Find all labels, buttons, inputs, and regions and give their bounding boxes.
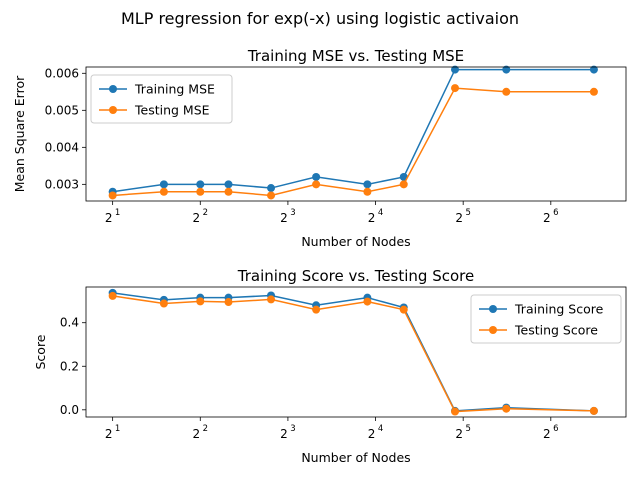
figure-suptitle: MLP regression for exp(-x) using logisti… [121,9,519,28]
data-point [502,87,511,96]
legend-label: Testing Score [514,323,598,338]
x-tick-label: 2 [105,427,113,441]
x-tick-exponent: 2 [203,208,208,218]
data-point [196,180,205,189]
x-tick-exponent: 2 [203,424,208,434]
legend-label: Training MSE [134,82,215,97]
data-point [502,65,511,74]
y-tick-label: 0.006 [45,66,79,80]
y-tick-label: 0.4 [60,316,79,330]
x-axis-label: Number of Nodes [301,234,410,249]
data-point [108,291,117,300]
x-tick-label: 2 [280,211,288,225]
data-point [224,180,233,189]
y-tick-label: 0.0 [60,403,79,417]
x-tick-exponent: 1 [115,424,120,434]
y-tick-label: 0.003 [45,177,79,191]
x-tick-label: 2 [192,211,200,225]
x-tick-exponent: 4 [378,424,383,434]
data-point [363,180,372,189]
legend-box [470,294,622,344]
data-point [589,87,598,96]
y-tick-label: 0.2 [60,359,79,373]
chart-title: Training MSE vs. Testing MSE [247,47,464,65]
data-point [502,404,511,413]
legend-label: Testing MSE [134,103,210,118]
y-axis-label: Score [33,334,48,369]
data-point [196,187,205,196]
y-axis-label: Mean Square Error [12,75,27,192]
x-tick-label: 2 [543,211,551,225]
x-tick-exponent: 6 [553,424,558,434]
legend-marker [109,106,117,114]
data-point [589,406,598,415]
legend-label: Training Score [514,302,604,317]
legend-marker [489,305,497,313]
data-point [399,180,408,189]
data-point [224,187,233,196]
legend-box [90,74,233,124]
y-tick-label: 0.004 [45,140,79,154]
x-tick-exponent: 5 [465,424,470,434]
data-point [224,298,233,307]
x-tick-exponent: 4 [378,208,383,218]
data-point [312,305,321,314]
x-tick-label: 2 [543,427,551,441]
data-point [312,172,321,181]
x-tick-label: 2 [368,427,376,441]
x-tick-exponent: 3 [290,424,295,434]
x-tick-label: 2 [192,427,200,441]
data-point [159,187,168,196]
data-point [399,172,408,181]
data-point [451,84,460,93]
data-point [108,191,117,200]
data-point [267,295,276,304]
data-point [363,297,372,306]
x-tick-exponent: 1 [115,208,120,218]
x-tick-label: 2 [368,211,376,225]
x-axis-label: Number of Nodes [301,450,410,465]
data-point [196,297,205,306]
data-point [312,180,321,189]
x-tick-label: 2 [105,211,113,225]
x-tick-label: 2 [280,427,288,441]
chart-title: Training Score vs. Testing Score [237,267,474,285]
data-point [363,187,372,196]
data-point [159,299,168,308]
mse-chart: Training MSE vs. Testing MSE 0.003 0.004 0.… [12,47,627,249]
plot-frame [85,66,627,202]
data-point [451,407,460,416]
x-tick-label: 2 [455,211,463,225]
legend-marker [489,326,497,334]
legend-marker [109,85,117,93]
data-point [159,180,168,189]
data-point [267,184,276,193]
y-tick-label: 0.005 [45,103,79,117]
data-point [399,305,408,314]
x-tick-exponent: 3 [290,208,295,218]
x-tick-exponent: 5 [465,208,470,218]
data-point [451,65,460,74]
x-tick-exponent: 6 [553,208,558,218]
data-point [267,191,276,200]
plot-frame [85,286,627,418]
score-chart: Training Score vs. Testing Score 0.0 0.2 0.… [33,267,627,465]
x-tick-label: 2 [455,427,463,441]
data-point [589,65,598,74]
